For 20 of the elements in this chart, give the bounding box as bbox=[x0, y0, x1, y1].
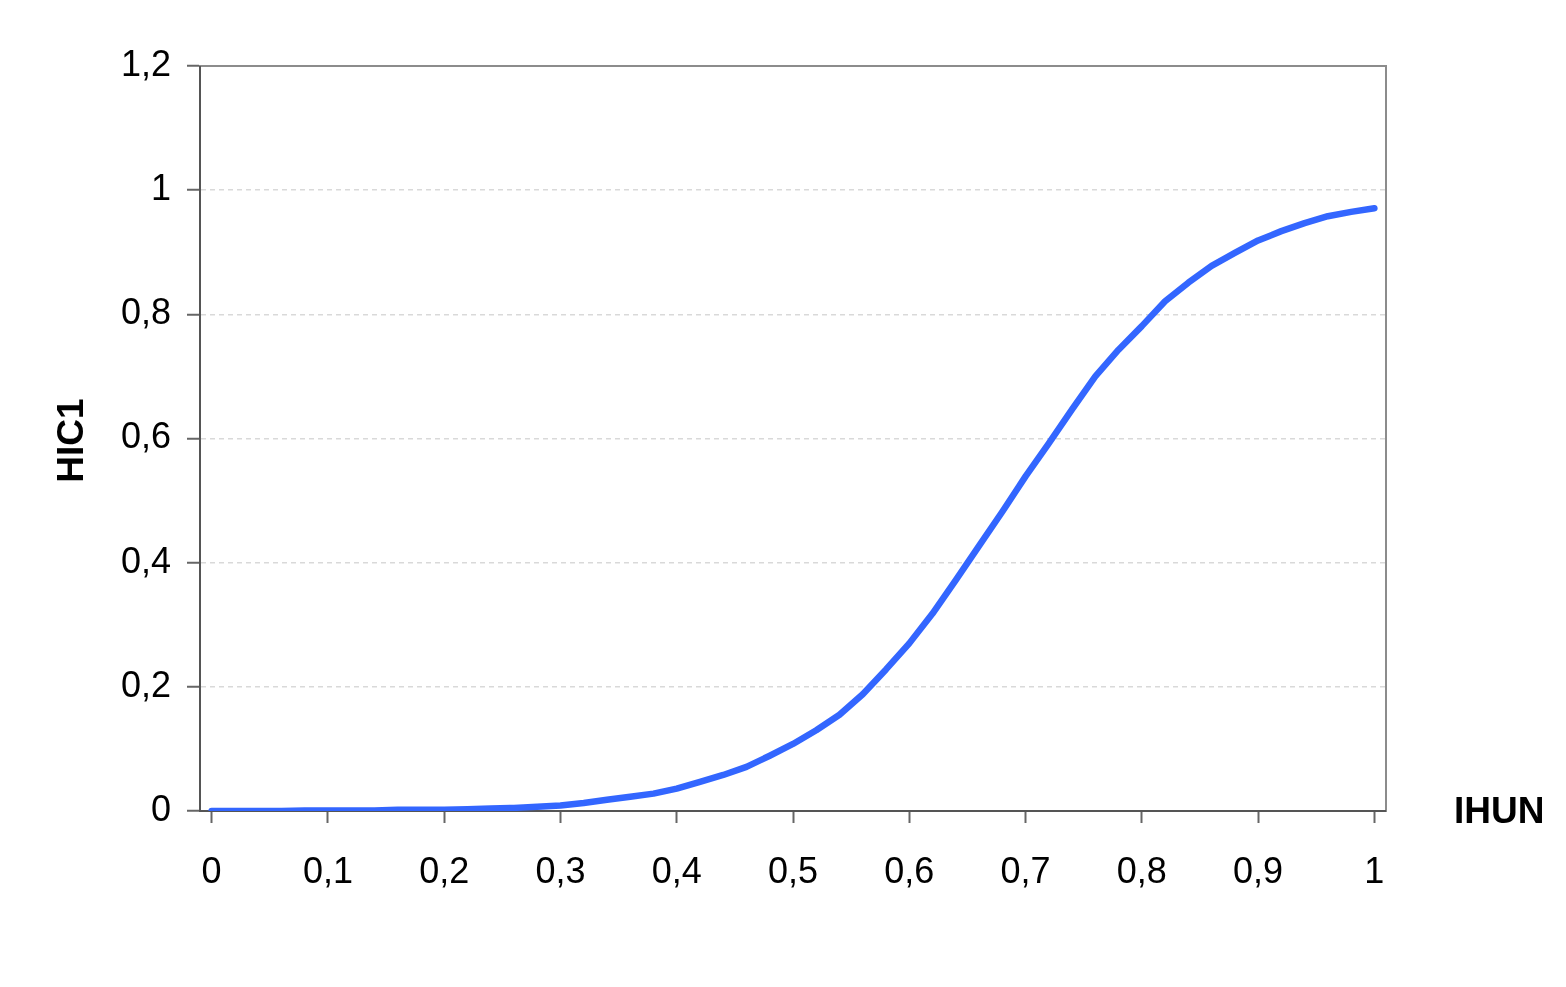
x-tick-label: 0,7 bbox=[1000, 849, 1051, 891]
x-tick-label: 0,2 bbox=[419, 849, 470, 891]
x-tick-label: 0,4 bbox=[651, 849, 702, 891]
x-tick-label: 0,8 bbox=[1116, 849, 1167, 891]
x-axis-title: IHUN bbox=[1454, 790, 1545, 832]
x-tick-label: 0,9 bbox=[1233, 849, 1284, 891]
y-tick-label: 0,2 bbox=[120, 663, 171, 705]
x-tick-label: 0,6 bbox=[884, 849, 935, 891]
y-tick-label: 0,6 bbox=[120, 415, 171, 457]
x-tick-label: 0,5 bbox=[767, 849, 819, 891]
y-axis-title: HIC1 bbox=[50, 398, 92, 483]
y-tick-label: 1 bbox=[150, 167, 171, 209]
x-tick-label: 0 bbox=[201, 849, 222, 891]
y-tick-label: 0,4 bbox=[120, 539, 171, 581]
x-tick-label: 1 bbox=[1364, 849, 1385, 891]
y-tick-label: 1,2 bbox=[120, 42, 171, 84]
y-tick-label: 0 bbox=[150, 787, 171, 829]
x-tick-label: 0,1 bbox=[302, 849, 353, 891]
y-tick-label: 0,8 bbox=[120, 291, 171, 333]
x-tick-label: 0,3 bbox=[535, 849, 586, 891]
